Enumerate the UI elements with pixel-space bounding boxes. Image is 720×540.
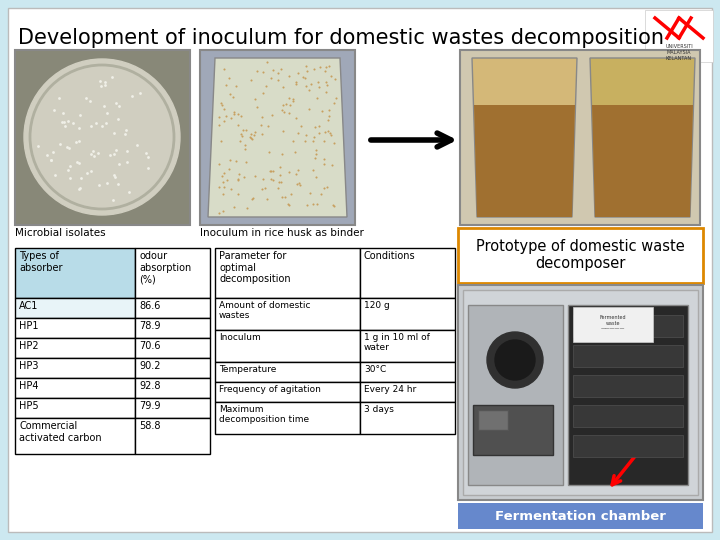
FancyBboxPatch shape [215,298,360,330]
Text: Commercial
activated carbon: Commercial activated carbon [19,421,102,443]
Text: Conditions: Conditions [364,251,415,261]
FancyBboxPatch shape [573,345,683,367]
FancyBboxPatch shape [135,298,210,318]
Text: Microbial isolates: Microbial isolates [15,228,106,238]
FancyBboxPatch shape [573,315,683,337]
Text: 1 g in 10 ml of
water: 1 g in 10 ml of water [364,333,430,353]
FancyBboxPatch shape [215,362,360,382]
Text: 78.9: 78.9 [139,321,161,331]
Text: Temperature: Temperature [219,365,276,374]
Polygon shape [474,105,575,217]
Text: HP5: HP5 [19,401,39,411]
Text: Every 24 hr: Every 24 hr [364,385,416,394]
Text: HP4: HP4 [19,381,38,391]
Text: Fermentation chamber: Fermentation chamber [495,510,665,523]
Circle shape [487,332,543,388]
FancyBboxPatch shape [15,378,135,398]
Text: HP3: HP3 [19,361,38,371]
FancyBboxPatch shape [15,248,135,298]
FancyBboxPatch shape [473,405,553,455]
Text: odour
absorption
(%): odour absorption (%) [139,251,192,284]
FancyBboxPatch shape [573,405,683,427]
FancyBboxPatch shape [360,382,455,402]
Text: Prototype of domestic waste
decomposer: Prototype of domestic waste decomposer [476,239,685,271]
FancyBboxPatch shape [15,318,135,338]
FancyBboxPatch shape [135,318,210,338]
Circle shape [495,340,535,380]
Text: Maximum
decomposition time: Maximum decomposition time [219,405,309,424]
Text: HP1: HP1 [19,321,38,331]
FancyBboxPatch shape [200,50,355,225]
Text: Amount of domestic
wastes: Amount of domestic wastes [219,301,310,320]
FancyBboxPatch shape [135,248,210,298]
Polygon shape [590,58,695,217]
FancyBboxPatch shape [15,418,135,454]
FancyBboxPatch shape [135,398,210,418]
Text: 79.9: 79.9 [139,401,161,411]
FancyBboxPatch shape [478,410,508,430]
FancyBboxPatch shape [645,10,713,62]
FancyBboxPatch shape [135,338,210,358]
Text: Inoculum: Inoculum [219,333,261,342]
Circle shape [24,59,180,215]
FancyBboxPatch shape [215,330,360,362]
Text: HP2: HP2 [19,341,39,351]
FancyBboxPatch shape [360,248,455,298]
Text: 3 days: 3 days [364,405,394,414]
FancyBboxPatch shape [15,298,135,318]
FancyBboxPatch shape [458,285,703,500]
Text: 70.6: 70.6 [139,341,161,351]
Text: 30°C: 30°C [364,365,386,374]
FancyBboxPatch shape [215,382,360,402]
Text: 58.8: 58.8 [139,421,161,431]
FancyBboxPatch shape [215,402,360,434]
FancyBboxPatch shape [135,358,210,378]
FancyBboxPatch shape [135,378,210,398]
Polygon shape [592,105,693,217]
FancyBboxPatch shape [458,228,703,283]
FancyBboxPatch shape [135,418,210,454]
FancyBboxPatch shape [568,305,688,485]
Polygon shape [208,58,347,217]
Text: 120 g: 120 g [364,301,390,310]
FancyBboxPatch shape [458,503,703,529]
FancyBboxPatch shape [15,50,190,225]
Text: UNIVERSITI
MALAYSIA
KELANTAN: UNIVERSITI MALAYSIA KELANTAN [665,44,693,60]
FancyBboxPatch shape [573,307,653,342]
Text: Fermented
waste
—————: Fermented waste ————— [600,315,626,332]
FancyBboxPatch shape [463,290,698,495]
FancyBboxPatch shape [573,375,683,397]
Text: Frequency of agitation: Frequency of agitation [219,385,321,394]
FancyBboxPatch shape [360,402,455,434]
Text: 86.6: 86.6 [139,301,161,311]
FancyBboxPatch shape [15,358,135,378]
FancyBboxPatch shape [15,398,135,418]
Text: Inoculum in rice husk as binder: Inoculum in rice husk as binder [200,228,364,238]
FancyBboxPatch shape [215,248,360,298]
Text: Parameter for
optimal
decomposition: Parameter for optimal decomposition [219,251,291,284]
Text: AC1: AC1 [19,301,38,311]
FancyBboxPatch shape [360,298,455,330]
FancyBboxPatch shape [15,338,135,358]
Polygon shape [472,58,577,217]
FancyBboxPatch shape [460,50,700,225]
FancyBboxPatch shape [360,362,455,382]
FancyBboxPatch shape [573,435,683,457]
FancyBboxPatch shape [8,8,712,532]
FancyBboxPatch shape [360,330,455,362]
Text: 92.8: 92.8 [139,381,161,391]
FancyBboxPatch shape [468,305,563,485]
Text: 90.2: 90.2 [139,361,161,371]
Text: Development of inoculum for domestic wastes decomposition: Development of inoculum for domestic was… [18,28,664,48]
Text: Types of
absorber: Types of absorber [19,251,63,273]
